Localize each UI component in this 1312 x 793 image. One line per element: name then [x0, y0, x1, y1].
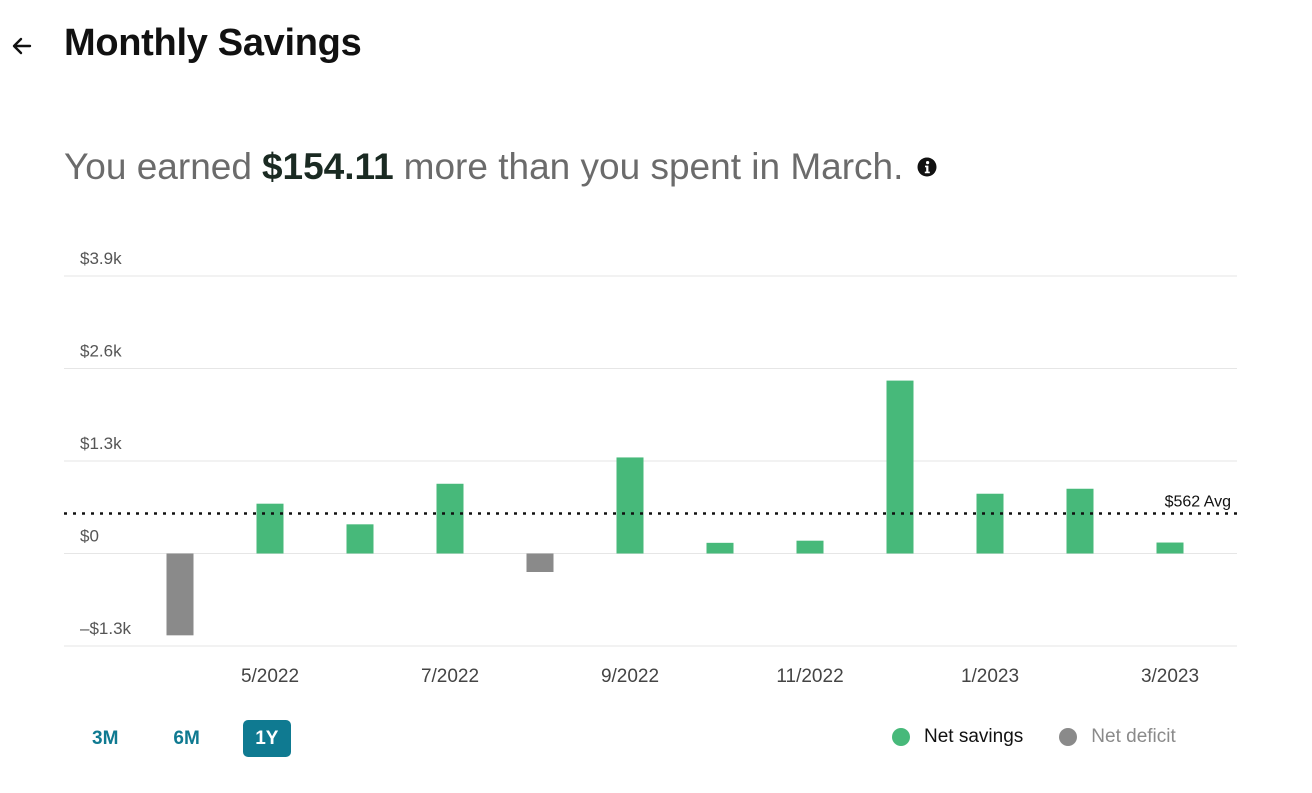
bar-5-2022: [256, 503, 284, 554]
deficit-dot-icon: [1059, 728, 1078, 746]
chart-legend: Net savings Net deficit: [892, 726, 1212, 748]
bar-12-2022: [886, 380, 914, 554]
average-label: $562 Avg: [1165, 494, 1231, 511]
x-tick-label: 9/2022: [601, 666, 659, 687]
legend-net-savings: Net savings: [892, 726, 1023, 748]
x-tick-label: 1/2023: [961, 666, 1019, 687]
summary-suffix: more than you spent in March.: [403, 146, 904, 187]
savings-summary: You earned $154.11 more than you spent i…: [64, 146, 937, 188]
x-tick-label: 7/2022: [421, 666, 479, 687]
bar-7-2022: [436, 483, 464, 554]
legend-savings-label: Net savings: [924, 726, 1024, 747]
bar-10-2022: [706, 542, 734, 554]
y-tick-label: $1.3k: [80, 434, 122, 453]
x-tick-label: 11/2022: [776, 666, 843, 687]
savings-dot-icon: [892, 728, 910, 746]
savings-chart: $3.9k $2.6k $1.3k $0 –$1.3k $562 Avg 5/2022 7/2…: [64, 249, 1237, 687]
summary-amount: $154.11: [261, 146, 394, 187]
x-tick-label: 3/2023: [1141, 666, 1199, 687]
y-tick-label: $0: [80, 527, 99, 546]
back-button[interactable]: [8, 32, 36, 60]
y-tick-label: –$1.3k: [80, 619, 132, 638]
page-title: Monthly Savings: [64, 22, 362, 64]
y-tick-label: $2.6k: [80, 342, 122, 361]
x-tick-label: 5/2022: [241, 666, 299, 687]
bar-4-2022: [166, 553, 194, 636]
header: Monthly Savings: [0, 18, 1312, 78]
bar-6-2022: [346, 524, 374, 554]
bar-1-2023: [976, 493, 1004, 554]
arrow-left-icon: [12, 37, 32, 55]
bar-2-2023: [1066, 488, 1094, 554]
range-3m-button[interactable]: 3M: [80, 720, 130, 757]
summary-prefix: You earned: [64, 146, 252, 187]
bar-11-2022: [796, 540, 824, 554]
info-icon[interactable]: [917, 157, 937, 177]
legend-deficit-label: Net deficit: [1091, 726, 1176, 747]
y-tick-label: $3.9k: [80, 249, 122, 268]
range-1y-button[interactable]: 1Y: [242, 720, 291, 757]
bar-8-2022: [526, 553, 554, 572]
bar-9-2022: [616, 457, 644, 554]
legend-net-deficit: Net deficit: [1059, 726, 1176, 748]
range-selector: 3M 6M 1Y: [80, 720, 322, 757]
bar-3-2023: [1156, 542, 1184, 554]
range-6m-button[interactable]: 6M: [161, 720, 211, 757]
